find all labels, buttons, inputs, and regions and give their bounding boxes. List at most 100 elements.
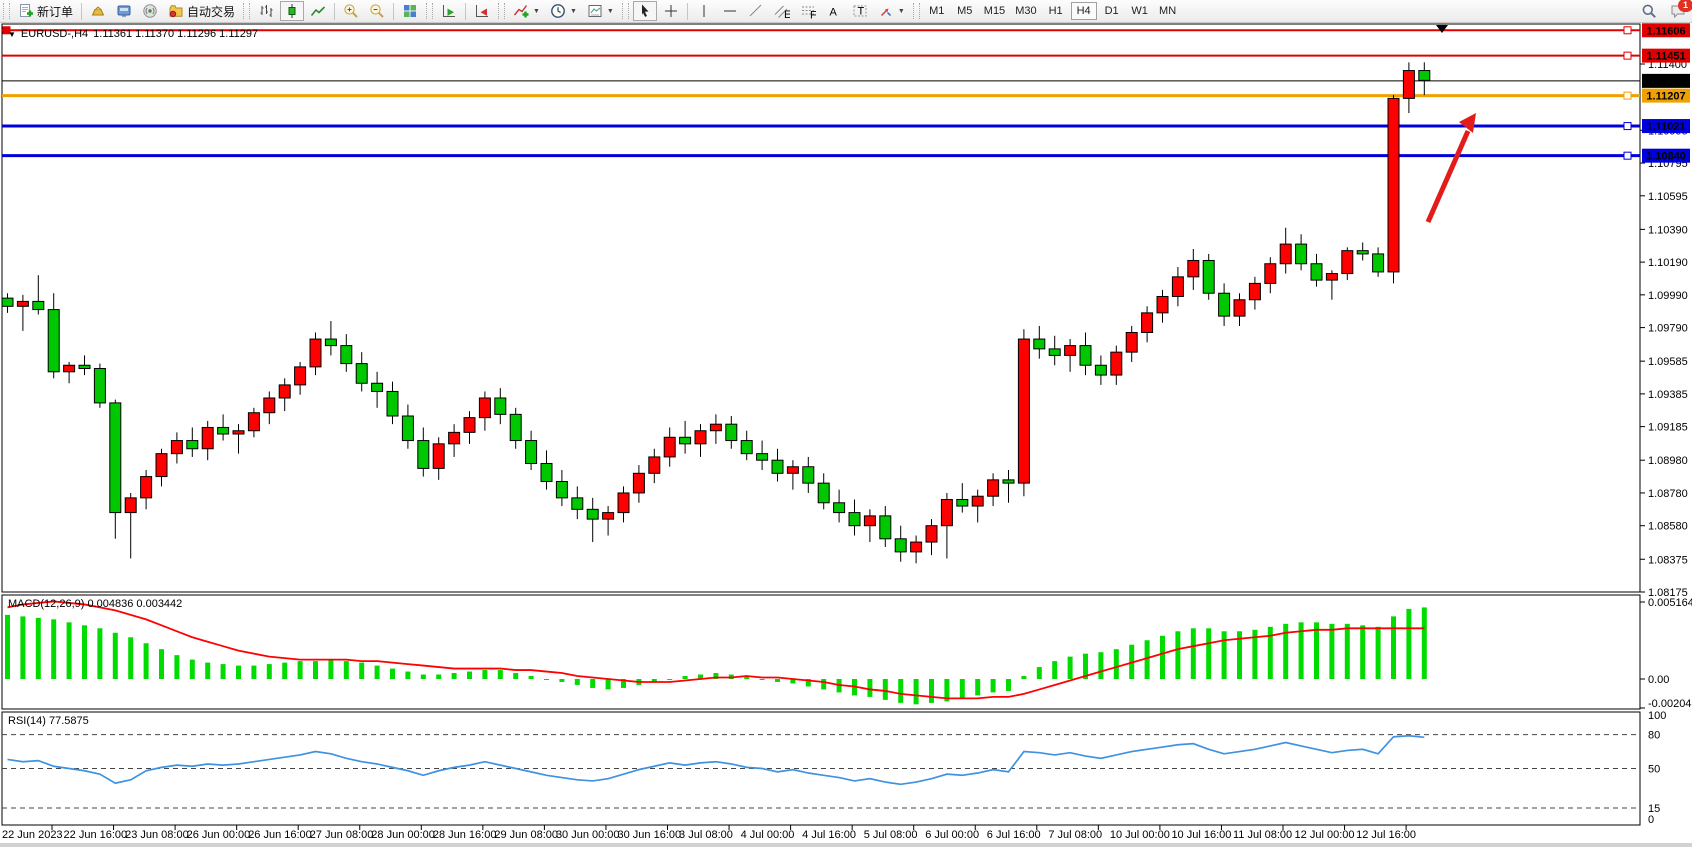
periods-dropdown-icon[interactable]: ▼ <box>569 7 577 15</box>
candle <box>910 541 923 553</box>
horizontal-line-button[interactable] <box>718 1 742 21</box>
svg-text:F: F <box>810 10 816 20</box>
candle <box>555 480 568 499</box>
price-tick-label: 1.10390 <box>1648 224 1688 236</box>
candle <box>879 515 892 540</box>
toolbar-grip[interactable] <box>3 3 10 19</box>
candle <box>1387 97 1400 273</box>
arrows-dropdown-icon[interactable]: ▼ <box>897 7 905 15</box>
candle <box>602 512 615 520</box>
templates-button[interactable]: ▼ <box>583 1 618 21</box>
templates-dropdown-icon[interactable]: ▼ <box>606 7 614 15</box>
indicators-dropdown-icon[interactable]: ▼ <box>533 7 540 15</box>
macd-bar <box>667 679 673 680</box>
indicators-icon <box>513 5 529 18</box>
cursor-button[interactable] <box>632 1 657 21</box>
candle <box>155 453 168 478</box>
candle <box>894 538 907 553</box>
candle <box>1017 338 1030 484</box>
timeframe-button-d1[interactable]: D1 <box>1099 2 1125 20</box>
notification-badge[interactable]: 1 <box>1678 0 1692 12</box>
timeframe-button-m15[interactable]: M15 <box>980 2 1009 20</box>
line-chart-button[interactable] <box>306 1 330 21</box>
macd-bar <box>790 679 796 684</box>
timeframe-button-m30[interactable]: M30 <box>1011 2 1040 20</box>
timeframe-button-m5[interactable]: M5 <box>952 2 978 20</box>
candle <box>1295 243 1308 265</box>
macd-bar <box>313 661 318 679</box>
candle <box>1064 345 1077 356</box>
macd-bar <box>467 671 472 679</box>
macd-bar <box>590 679 596 688</box>
candle <box>725 423 738 442</box>
bar-chart-button[interactable] <box>254 1 278 21</box>
macd-bar <box>482 670 488 679</box>
candle <box>1187 259 1200 278</box>
channel-button[interactable]: E <box>770 1 794 21</box>
line-handle[interactable] <box>1623 26 1632 35</box>
text-button[interactable]: A <box>822 1 846 21</box>
toolbar-grip[interactable] <box>621 3 629 19</box>
candle <box>571 497 584 510</box>
arrows-button[interactable]: ▼ <box>874 1 909 21</box>
candle <box>355 363 368 384</box>
horizontal-scrollbar[interactable] <box>0 843 1692 847</box>
search-button[interactable] <box>1637 1 1661 21</box>
macd-bar <box>959 679 965 699</box>
fibonacci-button[interactable]: F <box>796 1 820 21</box>
toolbar-separator <box>686 2 688 20</box>
chart-shift-button[interactable] <box>470 1 494 21</box>
zoom-in-button[interactable] <box>339 1 363 21</box>
candlestick-chart-button[interactable] <box>280 1 305 21</box>
macd-bar <box>251 665 257 679</box>
candle <box>1325 273 1338 281</box>
chart-dropdown-icon[interactable]: ▼ <box>8 29 16 39</box>
line-handle[interactable] <box>1623 151 1632 160</box>
rsi-line <box>7 734 1425 786</box>
periods-button[interactable]: ▼ <box>546 1 581 21</box>
signals-button[interactable] <box>138 1 162 21</box>
terminal-button[interactable] <box>112 1 136 21</box>
arrow-annotation-head[interactable] <box>1459 113 1476 133</box>
vertical-line-button[interactable] <box>692 1 716 21</box>
timeframe-button-w1[interactable]: W1 <box>1127 2 1153 20</box>
candle <box>1110 351 1123 376</box>
chart-shift-marker[interactable] <box>1436 25 1448 33</box>
timeframe-button-m1[interactable]: M1 <box>924 2 950 20</box>
zoom-out-button[interactable] <box>365 1 389 21</box>
toolbar-grip[interactable] <box>426 3 434 19</box>
macd-bar <box>420 674 426 679</box>
macd-bar <box>929 679 934 703</box>
line-handle[interactable] <box>1623 91 1632 100</box>
timeframe-button-h1[interactable]: H1 <box>1043 2 1069 20</box>
auto-scroll-button[interactable] <box>437 1 461 21</box>
rsi-axis-label: 100 <box>1648 710 1666 722</box>
candle <box>401 415 414 442</box>
candle <box>494 397 507 415</box>
toolbar-grip[interactable] <box>498 3 506 19</box>
candle <box>756 453 769 461</box>
candle <box>1372 253 1385 273</box>
price-tick-label: 1.09790 <box>1648 323 1688 335</box>
line-handle[interactable] <box>1623 51 1632 60</box>
text-label-button[interactable]: T <box>848 1 872 21</box>
macd-signal-line <box>7 600 1425 700</box>
price-tick-label: 1.10190 <box>1648 257 1688 269</box>
line-handle[interactable] <box>2 26 11 35</box>
toolbar-grip[interactable] <box>243 3 251 19</box>
gold-bar-button[interactable] <box>86 1 110 21</box>
crosshair-button[interactable] <box>659 1 683 21</box>
timeframe-button-mn[interactable]: MN <box>1155 2 1181 20</box>
chat-button[interactable]: 1 <box>1670 0 1692 19</box>
tile-windows-button[interactable] <box>398 1 422 21</box>
line-handle[interactable] <box>1623 122 1632 131</box>
trendline-button[interactable] <box>744 1 768 21</box>
indicators-button[interactable]: ▼ <box>509 1 544 21</box>
timeframe-button-h4[interactable]: H4 <box>1070 2 1097 20</box>
arrow-annotation[interactable] <box>1425 129 1471 224</box>
new-order-button[interactable]: 新订单 <box>14 1 77 21</box>
autotrading-button[interactable]: 自动交易 <box>164 1 239 21</box>
toolbar-grip[interactable] <box>912 3 920 19</box>
macd-bar <box>882 679 888 700</box>
